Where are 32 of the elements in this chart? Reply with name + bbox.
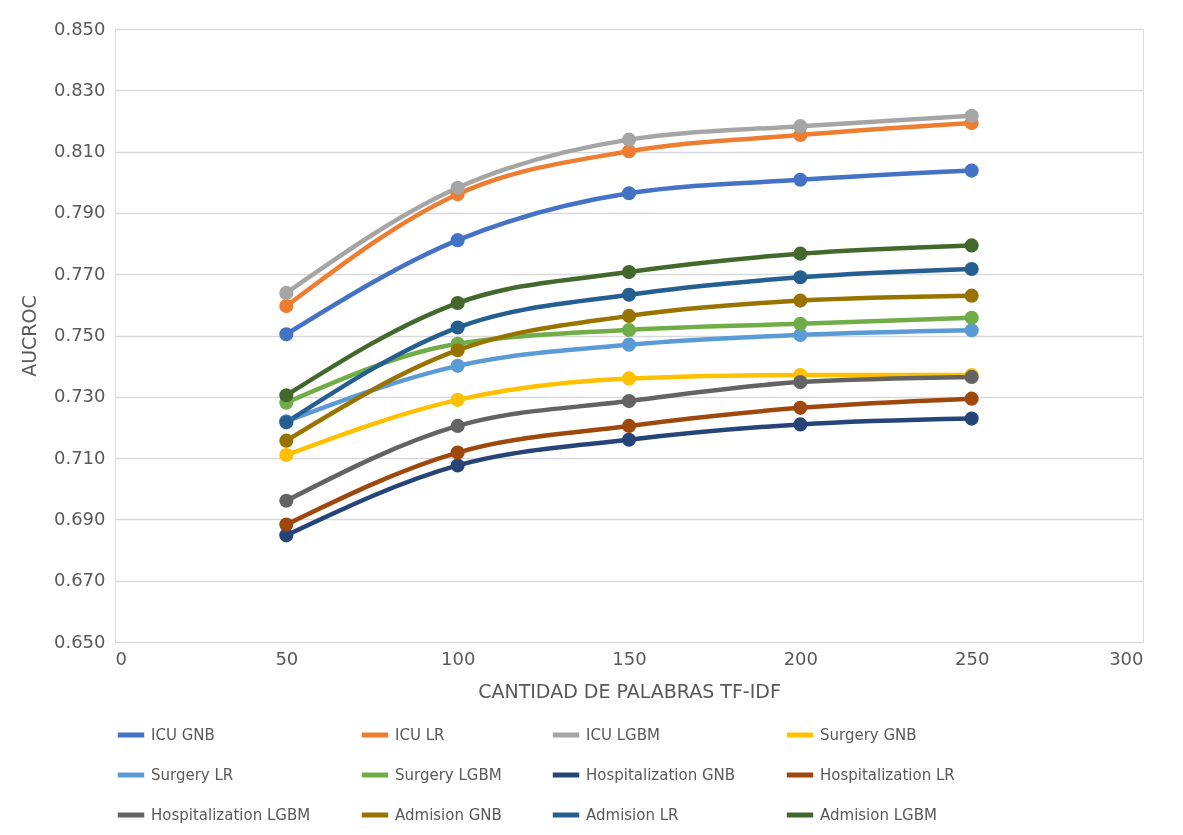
y-tick-label: 0.730 — [53, 385, 106, 407]
legend-label: Hospitalization GNB — [586, 766, 736, 784]
legend-label: Surgery LR — [151, 766, 234, 784]
x-tick-label: 300 — [1109, 647, 1144, 669]
legend-label: Admision LR — [586, 806, 679, 824]
y-tick-label: 0.670 — [53, 569, 106, 591]
legend-label: ICU GNB — [151, 726, 215, 744]
legend-label: Hospitalization LR — [820, 766, 955, 784]
x-tick-label: 200 — [783, 647, 819, 669]
x-tick-label: 100 — [440, 647, 476, 669]
legend-label: Surgery LGBM — [395, 766, 502, 784]
legend-label: Hospitalization LGBM — [151, 806, 311, 824]
x-axis-title: CANTIDAD DE PALABRAS TF-IDF — [478, 679, 781, 702]
x-tick-label: 0 — [115, 647, 127, 669]
x-tick-label: 50 — [275, 647, 299, 669]
y-tick-label: 0.750 — [53, 324, 106, 345]
y-tick-label: 0.850 — [53, 17, 106, 39]
y-tick-label: 0.770 — [53, 262, 106, 284]
legend-label: ICU LGBM — [586, 726, 660, 744]
legend-label: Surgery GNB — [820, 726, 917, 744]
y-tick-label: 0.710 — [53, 446, 106, 468]
legend-label: Admision LGBM — [820, 806, 937, 824]
legend-label: Admision GNB — [395, 806, 502, 824]
y-tick-label: 0.790 — [53, 201, 106, 223]
y-axis-title: AUCROC — [17, 295, 40, 377]
y-tick-label: 0.830 — [53, 78, 106, 100]
legend-label: ICU LR — [395, 726, 445, 744]
y-tick-label: 0.690 — [53, 507, 106, 529]
y-tick-label: 0.650 — [53, 630, 106, 652]
x-tick-label: 250 — [954, 647, 990, 669]
y-tick-label: 0.810 — [53, 140, 106, 162]
x-tick-label: 150 — [612, 647, 647, 669]
